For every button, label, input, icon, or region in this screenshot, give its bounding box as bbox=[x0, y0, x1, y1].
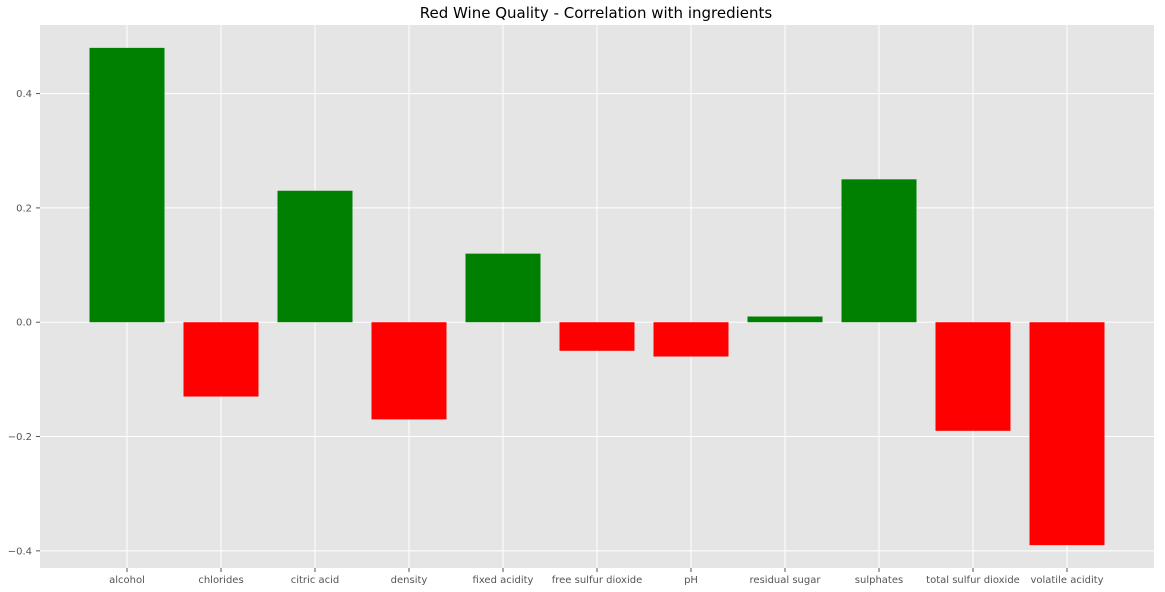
bar-sulphates bbox=[841, 179, 917, 323]
bar-density bbox=[371, 322, 447, 420]
bar-ph bbox=[653, 322, 729, 357]
bar-citric-acid bbox=[277, 190, 353, 323]
x-tick-label: free sulfur dioxide bbox=[552, 575, 643, 586]
x-tick-label: volatile acidity bbox=[1030, 575, 1103, 586]
chart-title: Red Wine Quality - Correlation with ingr… bbox=[420, 4, 773, 22]
bar-free-sulfur-dioxide bbox=[559, 322, 635, 351]
y-tick-label: 0.4 bbox=[16, 89, 32, 100]
x-tick-label: residual sugar bbox=[750, 575, 822, 586]
x-tick-label: sulphates bbox=[855, 575, 903, 586]
bar-volatile-acidity bbox=[1029, 322, 1105, 546]
bar-chlorides bbox=[183, 322, 259, 397]
y-tick-label: 0.2 bbox=[16, 203, 32, 214]
x-tick-label: density bbox=[391, 575, 428, 586]
x-tick-label: chlorides bbox=[198, 575, 243, 586]
x-tick-label: alcohol bbox=[109, 575, 145, 586]
bar-residual-sugar bbox=[747, 316, 823, 323]
y-axis-ticks: −0.4 −0.2 0.0 0.2 0.4 bbox=[8, 89, 40, 557]
x-axis-ticks: alcohol chlorides citric acid density fixed … bbox=[109, 568, 1104, 586]
x-tick-label: fixed acidity bbox=[473, 575, 534, 586]
y-tick-label: 0.0 bbox=[16, 318, 32, 329]
x-tick-label: total sulfur dioxide bbox=[926, 575, 1020, 586]
bar-total-sulfur-dioxide bbox=[935, 322, 1011, 431]
x-tick-label: citric acid bbox=[291, 575, 340, 586]
y-tick-label: −0.4 bbox=[8, 546, 32, 557]
bars bbox=[89, 47, 1105, 546]
bar-alcohol bbox=[89, 47, 165, 323]
x-tick-label: pH bbox=[684, 575, 698, 586]
bar-fixed-acidity bbox=[465, 253, 541, 323]
y-tick-label: −0.2 bbox=[8, 432, 32, 443]
